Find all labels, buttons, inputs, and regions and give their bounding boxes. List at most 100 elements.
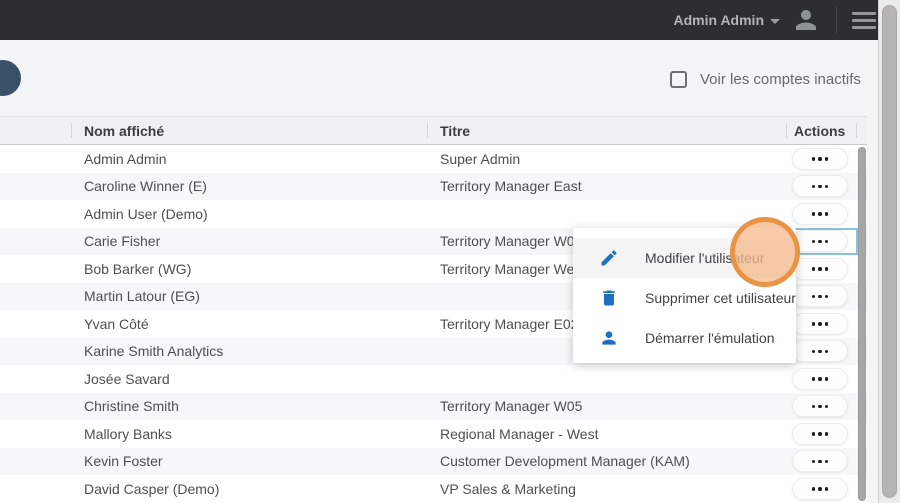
user-title-cell: Customer Development Manager (KAM) [440,453,690,470]
row-actions-cell [782,420,858,448]
ellipsis-icon [818,322,822,326]
row-actions-button[interactable] [792,422,848,445]
ellipsis-icon [818,212,822,216]
row-context-menu: Modifier l'utilisateur Supprimer cet util… [573,228,796,363]
user-title-cell: VP Sales & Marketing [440,480,576,497]
ellipsis-icon [824,184,829,188]
user-name-cell: Yvan Côté [84,315,149,332]
row-actions-button[interactable] [792,312,848,335]
row-actions-cell [782,448,858,476]
row-actions-cell [782,283,858,311]
ellipsis-icon [818,184,822,188]
ellipsis-icon [824,349,829,353]
row-actions-cell [782,173,858,201]
row-actions-button[interactable] [792,450,848,473]
row-actions-button[interactable] [792,257,848,280]
row-actions-button[interactable] [792,202,848,225]
ellipsis-icon [824,239,829,243]
user-title-cell: Super Admin [440,150,521,167]
page-scrollbar[interactable] [878,0,900,503]
table-row: Josée Savard [0,365,867,393]
ellipsis-icon [818,349,822,353]
ellipsis-icon [824,294,829,298]
ellipsis-icon [824,487,829,491]
column-header-actions: Actions [794,122,846,139]
user-name-cell: Mallory Banks [84,425,172,442]
ellipsis-icon [811,404,816,408]
row-actions-cell [782,393,858,421]
user-title-cell: Territory Manager E02-C [440,315,594,332]
table-row: David Casper (Demo) VP Sales & Marketing [0,475,867,503]
context-menu-item[interactable]: Démarrer l'émulation [573,318,796,358]
column-header-name: Nom affiché [84,122,165,139]
ellipsis-icon [824,212,829,216]
row-actions-button[interactable] [792,285,848,308]
person-icon [599,328,619,348]
user-name-cell: Admin User (Demo) [84,205,208,222]
table-body: Admin Admin Super Admin Caroline Winner (E… [0,145,867,503]
ellipsis-icon [811,349,816,353]
header-divider [786,123,787,138]
ellipsis-icon [811,157,816,161]
row-actions-cell [782,200,858,228]
show-inactive-toggle: Voir les comptes inactifs [670,71,861,88]
table-row: Kevin Foster Customer Development Manager… [0,447,867,476]
row-actions-button[interactable] [792,477,848,500]
ellipsis-icon [824,377,829,381]
row-actions-cell [782,365,858,393]
row-actions-button[interactable] [792,175,848,198]
user-name-cell: Admin Admin [84,150,167,167]
ellipsis-icon [811,267,816,271]
header-divider [71,123,72,138]
ellipsis-icon [811,432,816,436]
ellipsis-icon [824,404,829,408]
ellipsis-icon [824,267,829,271]
user-title-cell: Territory Manager East [440,178,582,195]
context-menu-item[interactable]: Supprimer cet utilisateur [573,278,796,318]
ellipsis-icon [818,239,822,243]
context-menu-item-label: Supprimer cet utilisateur [645,290,796,306]
table-row: Mallory Banks Regional Manager - West [0,420,867,448]
row-actions-button[interactable] [792,367,848,390]
user-menu-label: Admin Admin [673,12,764,28]
table-scrollbar-thumb[interactable] [858,147,866,501]
top-bar: Admin Admin [0,0,900,40]
ellipsis-icon [811,184,816,188]
row-actions-button[interactable] [792,340,848,363]
ellipsis-icon [824,459,829,463]
context-menu-item-label: Modifier l'utilisateur [645,250,765,266]
user-name-cell: Carie Fisher [84,233,161,250]
user-menu[interactable]: Admin Admin [674,12,780,28]
ellipsis-icon [818,157,822,161]
ellipsis-icon [811,239,816,243]
user-name-cell: Martin Latour (EG) [84,288,200,305]
user-name-cell: Kevin Foster [84,453,163,470]
floating-action-button[interactable] [0,60,21,96]
row-actions-button[interactable] [792,147,848,170]
inactive-accounts-checkbox[interactable] [670,71,687,88]
table-row: Christine Smith Territory Manager W05 [0,392,867,421]
ellipsis-icon [818,267,822,271]
row-actions-cell [782,145,858,173]
ellipsis-icon [818,294,822,298]
table-header-row: Nom affiché Titre Actions [0,116,867,145]
hamburger-menu-icon[interactable] [852,8,876,33]
avatar-icon[interactable] [791,5,821,35]
table-row: Caroline Winner (E) Territory Manager Eas… [0,172,867,201]
ellipsis-icon [818,377,822,381]
ellipsis-icon [818,404,822,408]
users-table: Nom affiché Titre Actions Admin Admin Sup… [0,116,867,503]
trash-icon [599,288,619,308]
page-scrollbar-thumb[interactable] [882,5,897,498]
user-title-cell: Territory Manager W01- [440,233,588,250]
ellipsis-icon [824,322,829,326]
inactive-accounts-label: Voir les comptes inactifs [700,71,861,88]
row-actions-button[interactable] [792,395,848,418]
row-actions-button[interactable] [792,230,848,253]
ellipsis-icon [824,157,829,161]
user-name-cell: Josée Savard [84,370,170,387]
ellipsis-icon [818,459,822,463]
ellipsis-icon [811,487,816,491]
context-menu-item[interactable]: Modifier l'utilisateur [573,238,796,278]
ellipsis-icon [811,212,816,216]
